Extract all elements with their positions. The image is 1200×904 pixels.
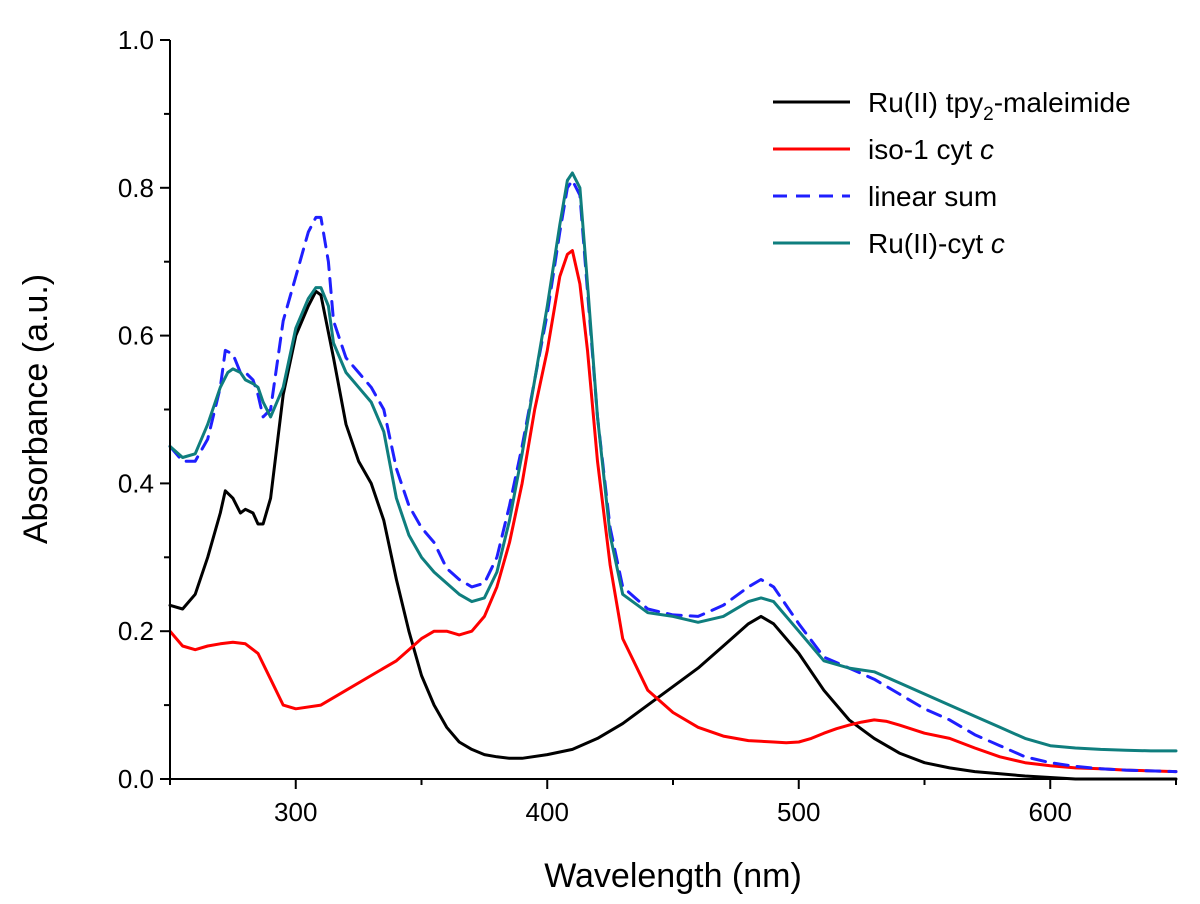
y-tick-label: 0.6 [118,321,154,351]
legend-label: Ru(II)-cyt c [868,228,1005,259]
y-tick-label: 0.8 [118,173,154,203]
x-tick-label: 400 [526,797,569,827]
x-tick-label: 300 [274,797,317,827]
legend-label: linear sum [868,181,997,212]
legend-label: Ru(II) tpy2-maleimide [868,87,1131,125]
legend: Ru(II) tpy2-maleimide iso-1 cyt c linear s… [773,87,1131,259]
series-line-1 [168,289,1178,781]
series-line-2 [168,249,1178,774]
y-tick-label: 0.4 [118,468,154,498]
x-tick-label: 600 [1029,797,1072,827]
y-tick-label: 1.0 [118,25,154,55]
y-tick-label: 0.0 [118,764,154,794]
series-line-3 [168,178,1178,774]
ticks-layer: 300 400 500 600 0.0 0.2 0.4 0.6 0.8 1.0 [118,25,1177,827]
series-line-4 [168,171,1178,753]
series-layer [168,171,1178,781]
y-tick-label: 0.2 [118,616,154,646]
legend-label: iso-1 cyt c [868,134,994,165]
x-tick-label: 500 [777,797,820,827]
y-axis-title: Absorbance (a.u.) [17,274,55,544]
x-axis-title: Wavelength (nm) [544,857,802,895]
